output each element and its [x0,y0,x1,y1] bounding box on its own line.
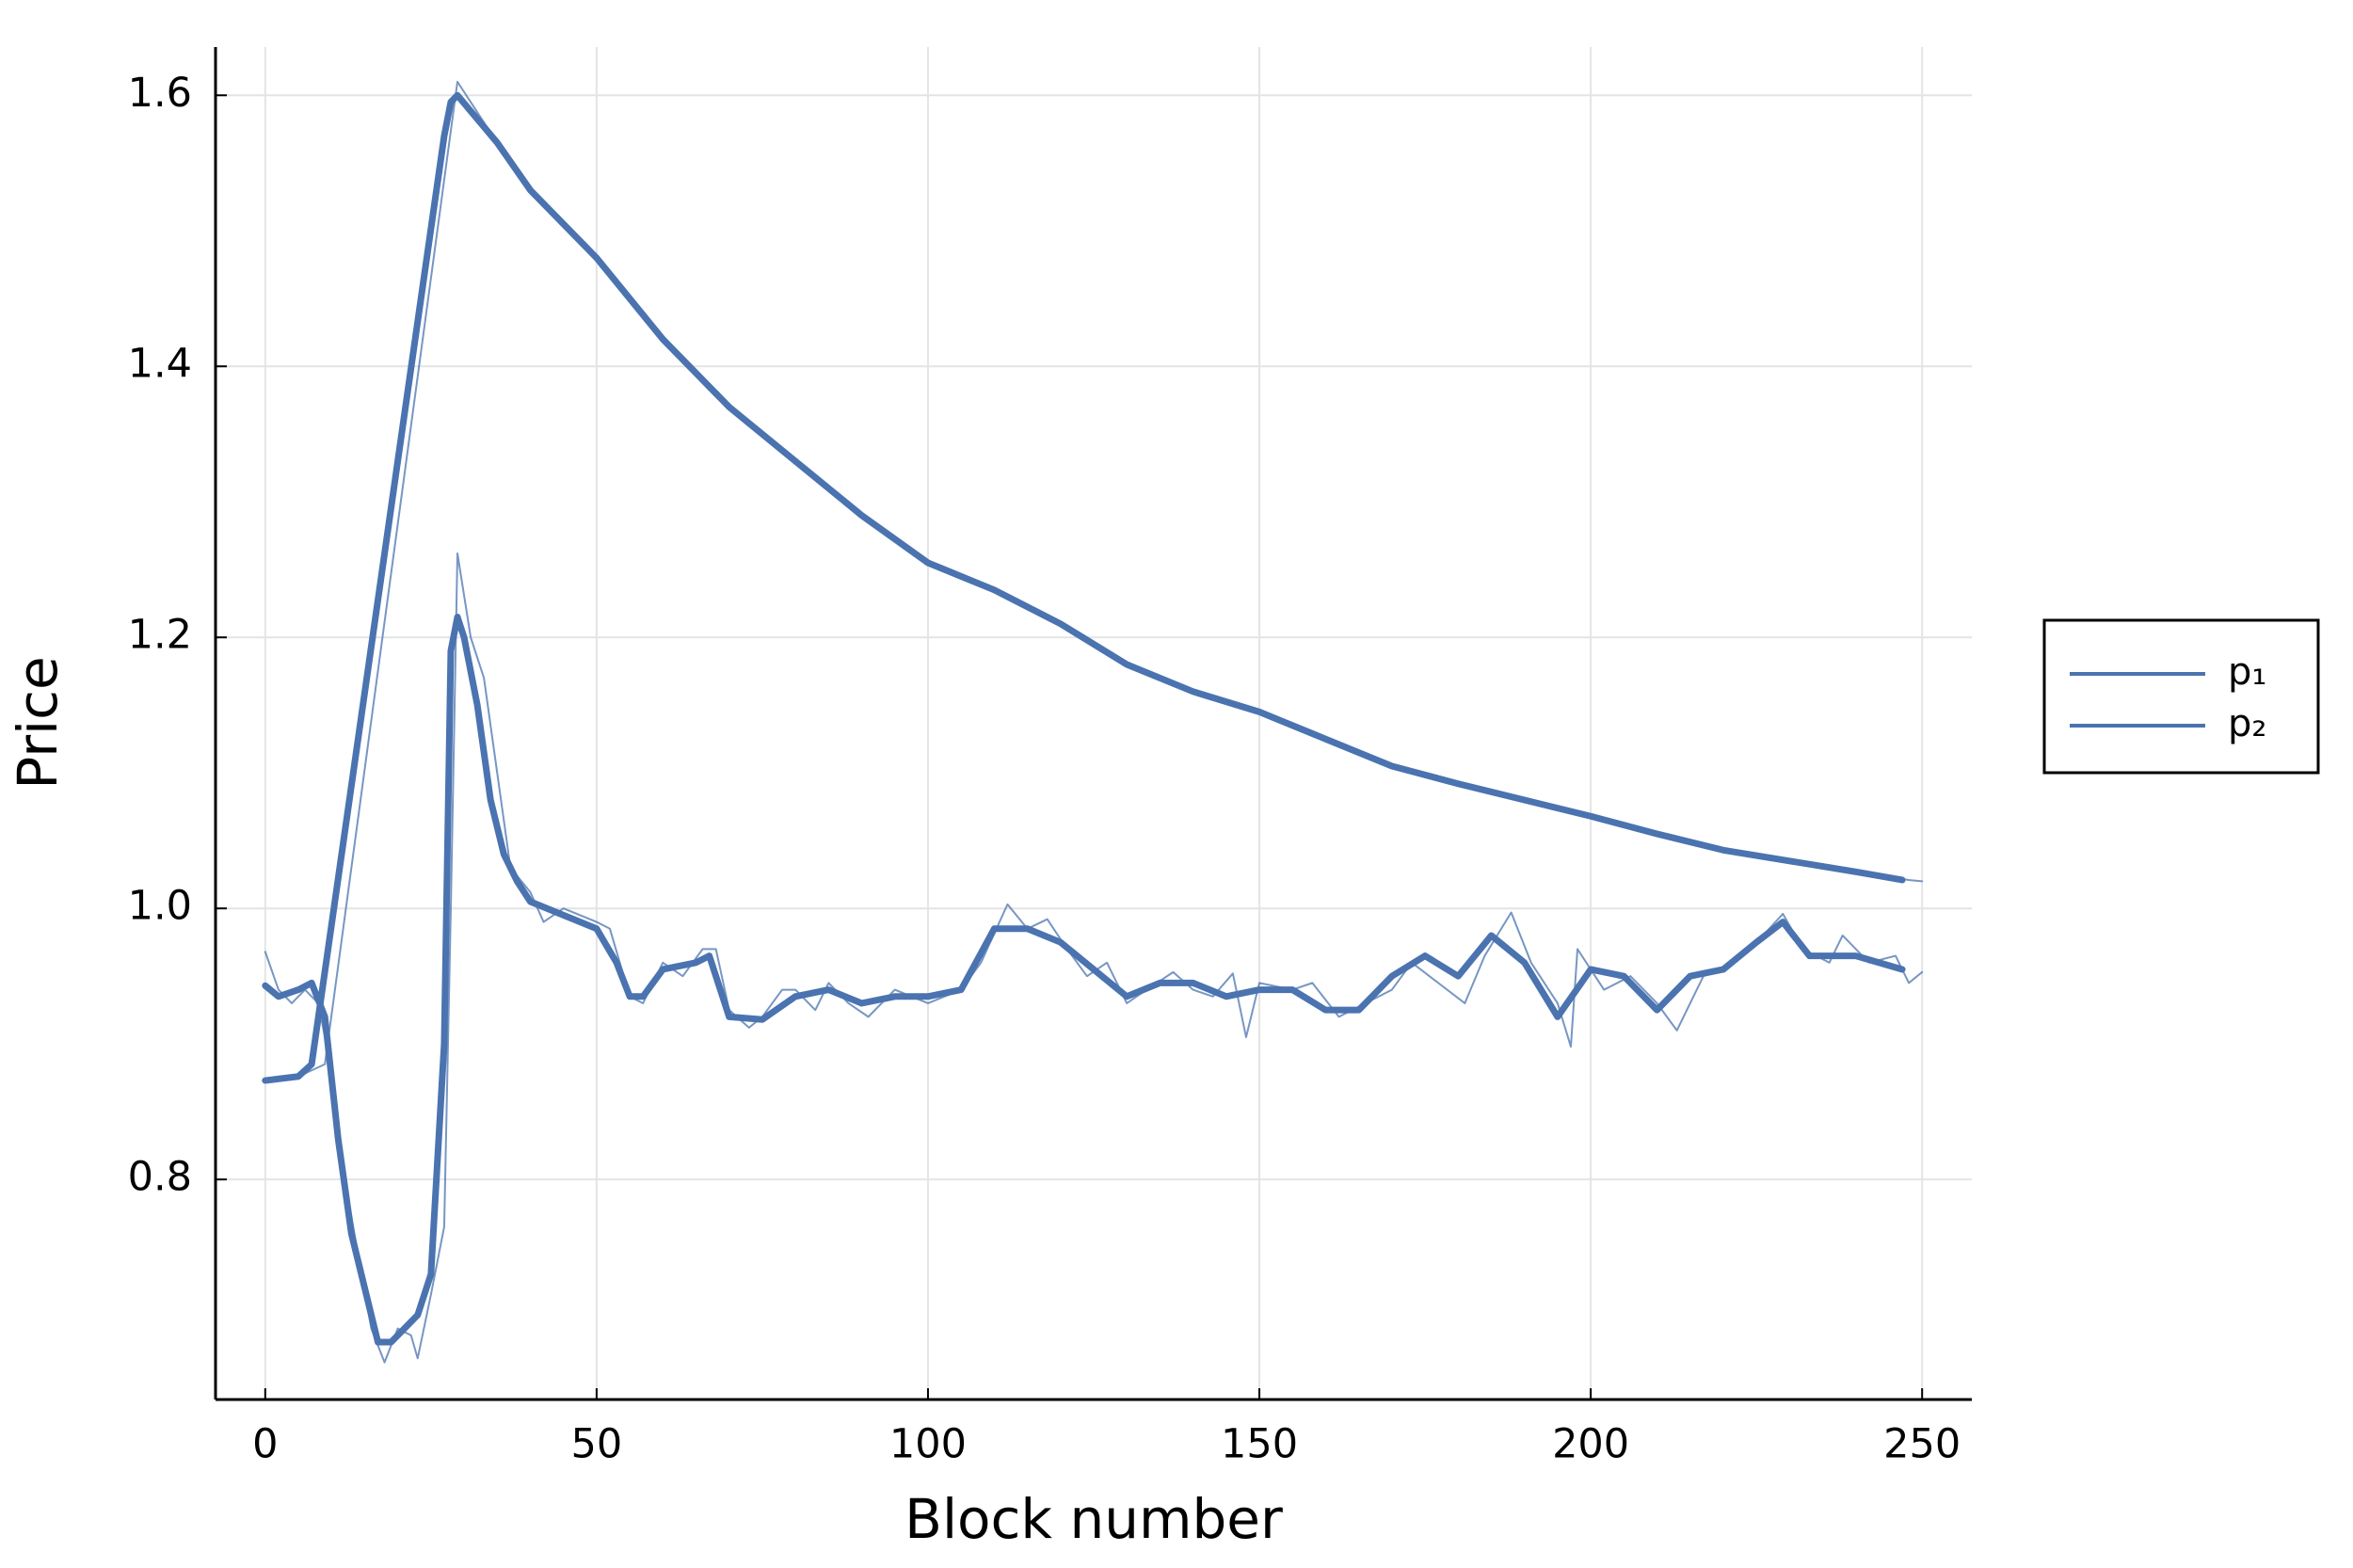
y-tick-label: 1.4 [128,341,192,388]
legend-box [2042,618,2320,775]
y-tick-label: 1.6 [128,70,192,117]
legend-text: p₁ [2228,650,2266,694]
y-axis-label: Price [6,656,70,790]
x-tick-label: 50 [571,1421,623,1468]
legend-text: p₂ [2228,702,2266,745]
series-line [262,91,1906,1084]
x-axis-label: Block number [904,1487,1283,1551]
x-tick-label: 150 [1221,1421,1298,1468]
x-tick-label: 100 [889,1421,967,1468]
legend: p₁ p₂ [2042,618,2320,775]
y-tick-label: 1.2 [128,612,192,659]
y-tick-label: 1.0 [128,883,192,930]
series-line [262,614,1906,1346]
y-tick-label: 0.8 [128,1154,192,1201]
x-tick-label: 200 [1552,1421,1629,1468]
x-tick-label: 0 [252,1421,278,1468]
x-tick-label: 250 [1883,1421,1961,1468]
